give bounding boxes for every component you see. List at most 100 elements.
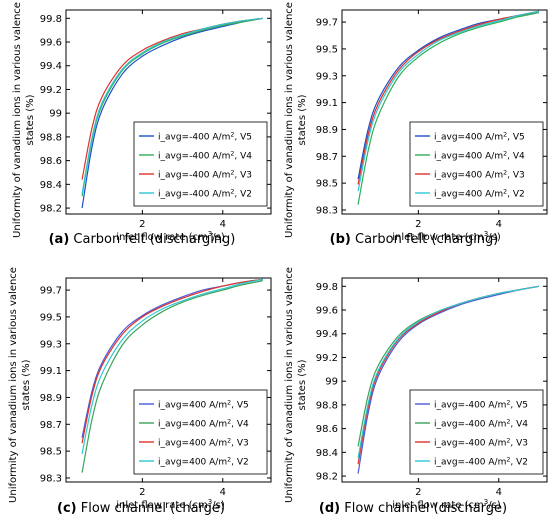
series-line	[357, 285, 540, 474]
legend-entry: i_avg=-400 A/m2, V5	[158, 131, 252, 143]
y-tick-label: 99.1	[40, 366, 62, 377]
series-line	[81, 17, 264, 194]
legend-box	[133, 389, 268, 475]
y-tick-label: 99.1	[316, 98, 338, 109]
series-line	[81, 280, 264, 473]
y-tick-label: 99	[49, 109, 62, 120]
caption-text: Flow channel (charge)	[77, 501, 225, 516]
caption-b: (b) Carbon felt (charging)	[330, 232, 499, 247]
y-tick-label: 98.9	[40, 393, 62, 404]
x-tick-label: 2	[415, 219, 421, 230]
caption-d: (d) Flow channel (discharge)	[319, 501, 507, 516]
y-axis-label: Uniformity of vanadium ions in various v…	[12, 2, 36, 238]
caption-letter: (d)	[319, 501, 340, 516]
caption-text: Flow channel (discharge)	[340, 501, 507, 516]
y-tick-label: 98.3	[40, 473, 62, 484]
caption-text: Carbon felt (discharging)	[69, 232, 235, 247]
legend-box	[409, 121, 544, 207]
y-tick-label: 99.2	[316, 353, 338, 364]
caption-letter: (b)	[330, 232, 351, 247]
legend: i_avg=400 A/m2, V5 i_avg=400 A/m2, V4 i_av…	[409, 121, 544, 207]
y-tick-label: 98.2	[40, 204, 62, 215]
y-tick-label: 99.8	[316, 282, 338, 293]
y-axis-label-line1: Uniformity of vanadium ions in various v…	[12, 2, 23, 238]
chart-panel-c: 98.3 98.5 98.7 98.9 99.1 99.3 99.5 99.7 2 4inlet …	[8, 267, 272, 511]
series-line	[357, 285, 540, 459]
series-line	[357, 12, 540, 205]
caption-a: (a) Carbon felt (discharging)	[49, 232, 236, 247]
y-axis-label: Uniformity of vanadium ions in various v…	[284, 267, 308, 503]
y-tick-label: 98.8	[316, 400, 338, 411]
chart-panel-b: 98.3 98.5 98.7 98.9 99.1 99.3 99.5 99.7 2 4inlet …	[284, 2, 548, 243]
legend: i_avg=-400 A/m2, V5 i_avg=-400 A/m2, V4 i_…	[133, 121, 268, 207]
series-lines	[81, 17, 264, 209]
legend-entry: i_avg=400 A/m2, V3	[158, 437, 249, 449]
legend-box	[133, 121, 268, 207]
legend: i_avg=-400 A/m2, V5 i_avg=-400 A/m2, V4 i_…	[409, 389, 544, 475]
y-axis-label-line1: Uniformity of vanadium ions in various v…	[284, 267, 295, 503]
x-tick-label: 4	[220, 487, 226, 498]
caption-c: (c) Flow channel (charge)	[57, 501, 225, 516]
legend-entry: i_avg=-400 A/m2, V3	[158, 169, 252, 181]
y-axis-label: Uniformity of vanadium ions in various v…	[284, 2, 308, 238]
series-line	[357, 10, 540, 192]
chart-panel-d: 98.2 98.4 98.6 98.8 99 99.2 99.4 99.6 99.8 2 4inle…	[284, 267, 548, 511]
legend-entry: i_avg=400 A/m2, V4	[434, 150, 525, 162]
caption-letter: (c)	[57, 501, 77, 516]
y-tick-label: 99.6	[316, 306, 338, 317]
x-axis-label: inlet flow rate (cm3/s)	[116, 498, 225, 511]
y-axis-label-line2: states (%)	[21, 359, 32, 410]
chart-panel-a: 98.2 98.4 98.6 98.8 99 99.2 99.4 99.6 99.8 2 4inle…	[12, 2, 272, 243]
legend-entry: i_avg=400 A/m2, V2	[434, 188, 525, 200]
x-axis-label: inlet flow rate (cm3/s)	[116, 230, 225, 243]
caption-text: Carbon felt (charging)	[351, 232, 498, 247]
y-tick-label: 99.8	[40, 14, 62, 25]
y-tick-label: 98.9	[316, 125, 338, 136]
legend-entry: i_avg=-400 A/m2, V2	[434, 456, 528, 468]
y-tick-label: 98.5	[316, 179, 338, 190]
y-tick-label: 98.4	[316, 448, 338, 459]
y-tick-label: 99.5	[316, 44, 338, 55]
y-tick-label: 99.3	[316, 71, 338, 82]
y-tick-label: 99	[325, 377, 338, 388]
y-tick-label: 98.8	[40, 132, 62, 143]
y-tick-label: 98.7	[40, 420, 62, 431]
series-line	[81, 278, 264, 444]
y-axis-label-line2: states (%)	[297, 94, 308, 145]
y-tick-label: 98.3	[316, 205, 338, 216]
x-tick-label: 4	[496, 219, 502, 230]
x-tick-label: 2	[139, 219, 145, 230]
x-tick-label: 4	[496, 487, 502, 498]
y-axis-label-line2: states (%)	[25, 94, 36, 145]
x-tick-label: 4	[220, 219, 226, 230]
legend-entry: i_avg=400 A/m2, V3	[434, 169, 525, 181]
y-axis-label-line1: Uniformity of vanadium ions in various v…	[284, 2, 295, 238]
legend-entry: i_avg=400 A/m2, V5	[434, 131, 525, 143]
y-tick-label: 99.4	[40, 61, 62, 72]
y-axis-label-line1: Uniformity of vanadium ions in various v…	[8, 267, 19, 503]
caption-letter: (a)	[49, 232, 70, 247]
legend-entry: i_avg=400 A/m2, V4	[158, 418, 249, 430]
y-tick-label: 99.3	[40, 339, 62, 350]
series-lines	[357, 10, 540, 205]
y-axis-label: Uniformity of vanadium ions in various v…	[8, 267, 32, 503]
series-lines	[357, 285, 540, 474]
x-axis-label: inlet flow rate (cm3/s)	[392, 230, 501, 243]
y-tick-label: 98.4	[40, 180, 62, 191]
legend-entry: i_avg=-400 A/m2, V4	[158, 150, 252, 162]
y-tick-label: 98.6	[316, 424, 338, 435]
y-tick-label: 98.6	[40, 156, 62, 167]
legend-entry: i_avg=-400 A/m2, V4	[434, 418, 528, 430]
y-tick-label: 98.5	[40, 447, 62, 458]
x-tick-label: 2	[139, 487, 145, 498]
legend-entry: i_avg=-400 A/m2, V3	[434, 437, 528, 449]
y-tick-label: 99.6	[40, 38, 62, 49]
x-axis-label: inlet flow rate (cm3/s)	[392, 498, 501, 511]
legend-entry: i_avg=400 A/m2, V2	[158, 456, 249, 468]
legend-entry: i_avg=-400 A/m2, V5	[434, 399, 528, 411]
y-tick-label: 98.2	[316, 472, 338, 483]
series-line	[81, 17, 264, 209]
series-line	[81, 278, 264, 454]
series-lines	[81, 278, 264, 473]
